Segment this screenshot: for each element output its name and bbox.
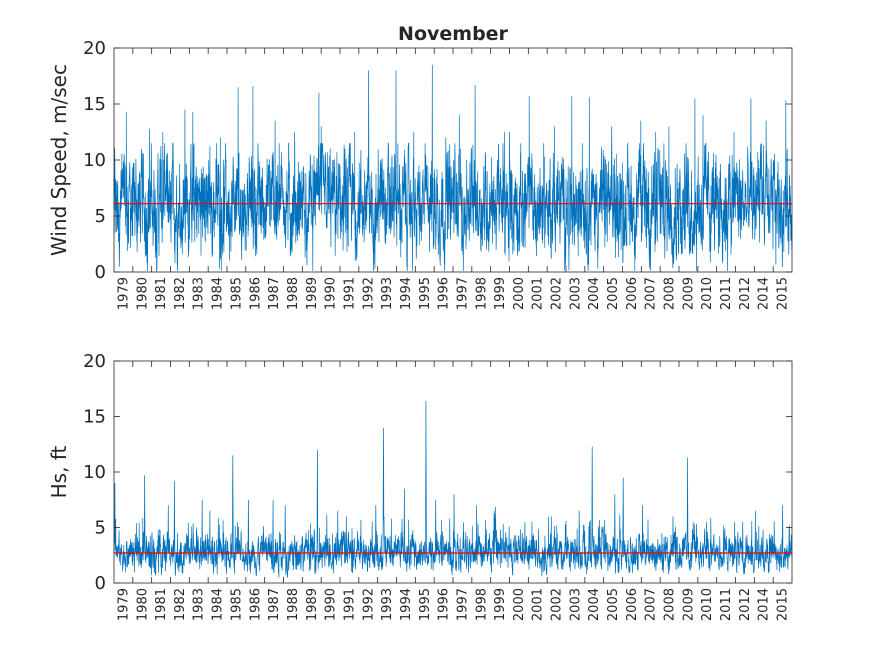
y-tick-label: 5: [95, 206, 106, 227]
x-tick-label: 2003: [568, 277, 583, 310]
x-tick-label: 2014: [757, 588, 772, 621]
x-tick-label: 2009: [681, 277, 696, 310]
x-tick-label: 1999: [493, 588, 508, 621]
x-tick-label: 1989: [305, 588, 320, 621]
wind-speed-y-label: Wind Speed, m/sec: [47, 64, 71, 256]
x-tick-label: 2002: [550, 277, 565, 310]
x-tick-label: 2000: [512, 588, 527, 621]
x-tick-label: 1992: [361, 588, 376, 621]
x-tick-label: 2001: [531, 588, 546, 621]
x-tick-label: 2000: [512, 277, 527, 310]
x-tick-label: 1982: [173, 588, 188, 621]
x-tick-label: 2005: [606, 277, 621, 310]
x-tick-label: 1990: [324, 588, 339, 621]
x-tick-label: 2005: [606, 588, 621, 621]
x-tick-label: 2012: [738, 277, 753, 310]
y-tick-label: 10: [83, 462, 106, 483]
x-tick-label: 1998: [474, 588, 489, 621]
x-tick-label: 1995: [418, 277, 433, 310]
x-tick-label: 1980: [135, 277, 150, 310]
x-tick-label: 2015: [776, 277, 791, 310]
x-tick-label: 1986: [248, 588, 263, 621]
x-tick-label: 2009: [681, 588, 696, 621]
x-tick-label: 2011: [719, 588, 734, 621]
x-tick-label: 1983: [192, 277, 207, 310]
x-tick-label: 2001: [531, 277, 546, 310]
x-tick-label: 2007: [644, 277, 659, 310]
x-tick-label: 1979: [116, 588, 131, 621]
x-tick-label: 2006: [625, 277, 640, 310]
wind-speed-axes: 0 5 10 15 20 1979 1980 1981 1982 1983 1984 1985 1986…: [83, 38, 793, 310]
x-tick-label: 1982: [173, 277, 188, 310]
x-tick-label: 1991: [342, 277, 357, 310]
x-tick-label: 1995: [418, 588, 433, 621]
x-tick-label: 1996: [437, 588, 452, 621]
x-tick-label: 1993: [380, 277, 395, 310]
x-tick-label: 1984: [211, 277, 226, 310]
wave-height-series-line: [113, 400, 793, 578]
x-tick-label: 1997: [455, 277, 470, 310]
x-tick-label: 2010: [700, 588, 715, 621]
x-tick-label: 1999: [493, 277, 508, 310]
x-tick-label: 1998: [474, 277, 489, 310]
x-tick-label: 1987: [267, 588, 282, 621]
x-tick-label: 1986: [248, 277, 263, 310]
x-tick-label: 2004: [587, 277, 602, 310]
x-tick-label: 1985: [229, 588, 244, 621]
wave-height-axes: 0 5 10 15 20 1979 1980 1981 1982 1983 1984 1985 1986…: [83, 351, 793, 621]
x-tick-label: 2006: [625, 588, 640, 621]
x-tick-label: 1994: [399, 277, 414, 310]
x-tick-label: 1981: [154, 588, 169, 621]
y-tick-label: 20: [83, 351, 106, 372]
x-tick-label: 1979: [116, 277, 131, 310]
x-tick-label: 1980: [135, 588, 150, 621]
x-tick-label: 2012: [738, 588, 753, 621]
x-tick-label: 1991: [342, 588, 357, 621]
y-tick-label: 0: [95, 262, 106, 283]
x-tick-label: 2015: [776, 588, 791, 621]
y-tick-label: 15: [83, 94, 106, 115]
x-tick-label: 1983: [192, 588, 207, 621]
x-tick-label: 2010: [700, 277, 715, 310]
x-tick-label: 1994: [399, 588, 414, 621]
x-tick-label: 2008: [663, 277, 678, 310]
x-tick-label: 1985: [229, 277, 244, 310]
y-tick-label: 10: [83, 150, 106, 171]
x-tick-label: 1993: [380, 588, 395, 621]
x-tick-label: 2014: [757, 277, 772, 310]
y-tick-label: 20: [83, 38, 106, 59]
y-tick-label: 15: [83, 407, 106, 428]
x-tick-label: 2003: [568, 588, 583, 621]
chart-title: November: [398, 23, 509, 45]
x-tick-label: 2002: [550, 588, 565, 621]
x-tick-label: 1987: [267, 277, 282, 310]
x-tick-label: 1997: [455, 588, 470, 621]
y-tick-label: 0: [95, 573, 106, 594]
x-tick-label: 1988: [286, 588, 301, 621]
x-tick-label: 2011: [719, 277, 734, 310]
x-tick-label: 1981: [154, 277, 169, 310]
x-tick-label: 2004: [587, 588, 602, 621]
x-tick-label: 1992: [361, 277, 376, 310]
x-tick-label: 1996: [437, 277, 452, 310]
x-tick-label: 2008: [663, 588, 678, 621]
x-tick-label: 1990: [324, 277, 339, 310]
x-tick-label: 2007: [644, 588, 659, 621]
x-tick-label: 1988: [286, 277, 301, 310]
y-tick-label: 5: [95, 518, 106, 539]
x-tick-label: 1984: [211, 588, 226, 621]
wind-speed-series-line: [113, 64, 793, 272]
wave-height-y-label: Hs, ft: [47, 445, 71, 498]
x-tick-label: 1989: [305, 277, 320, 310]
